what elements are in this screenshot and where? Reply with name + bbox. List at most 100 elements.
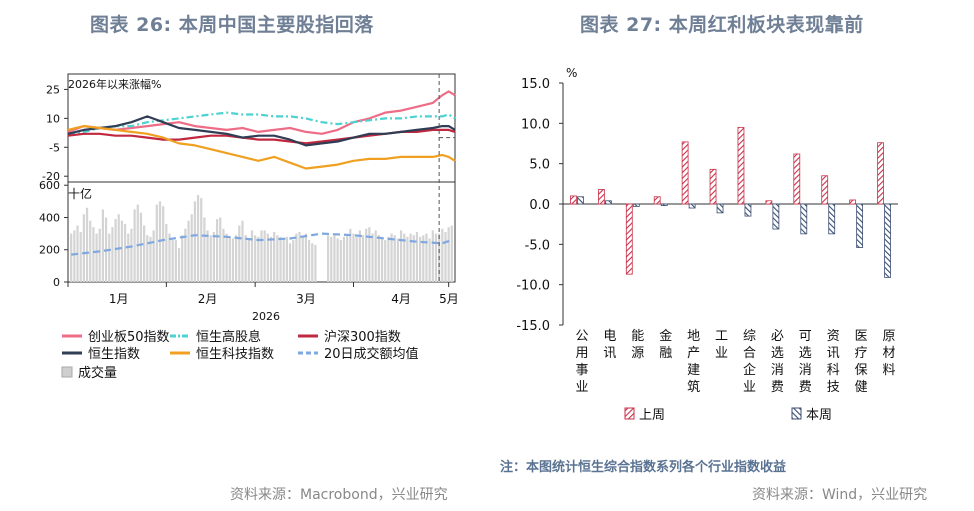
left-bar-ytick-label: 200 [39, 244, 60, 257]
right-category-label: 综合企业 [743, 329, 756, 395]
left-volume-bar [447, 227, 450, 282]
left-volume-bar [371, 233, 374, 282]
left-volume-bar [342, 236, 346, 282]
left-volume-bar [165, 223, 168, 282]
left-volume-bar [184, 228, 187, 282]
left-bar-y-axis: 0 200 400 600 [39, 179, 68, 289]
left-volume-bar [114, 219, 117, 282]
left-volume-bar [200, 198, 203, 282]
left-volume-bar [418, 236, 422, 282]
left-volume-bar [336, 238, 339, 282]
right-ytick-label: 15.0 [521, 77, 550, 92]
left-volume-bar [260, 230, 263, 282]
left-line-y-axis: 25 10 -5 -20 [42, 83, 68, 183]
left-volume-bar [73, 230, 76, 282]
left-volume-bar [133, 209, 136, 282]
left-volume-bar [355, 236, 358, 282]
left-figure-title: 图表 26: 本周中国主要股指回落 [90, 14, 374, 36]
left-volume-bar [171, 240, 174, 282]
left-volume-bar [301, 236, 304, 282]
left-volume-bar [425, 233, 428, 282]
right-unit-label: % [566, 66, 577, 80]
right-bar-this-week [744, 203, 752, 217]
left-series-line-3 [67, 115, 456, 147]
right-bar-last-week [737, 126, 745, 205]
right-bar-this-week [800, 203, 808, 235]
right-category-label: 能源 [631, 329, 644, 361]
right-bar-last-week [793, 153, 801, 205]
left-series-line-0 [67, 90, 456, 135]
left-volume-bar [85, 207, 89, 282]
left-x-month-label: 3月 [296, 292, 316, 306]
right-bar-last-week [681, 141, 689, 205]
right-bar-last-week [570, 195, 577, 205]
right-category-label: 电讯 [603, 329, 616, 361]
left-volume-bar [250, 230, 254, 282]
left-source: 资料来源：Macrobond，兴业研究 [230, 487, 448, 503]
right-bar-this-week [660, 203, 668, 207]
left-line-ytick-label: -20 [42, 170, 60, 183]
left-volume-bar [225, 233, 228, 282]
left-volume-bar [95, 233, 98, 282]
left-volume-bar [206, 230, 209, 282]
right-legend-label: 本周 [806, 408, 832, 423]
left-series-line-4 [67, 124, 456, 170]
right-legend-swatch [624, 407, 635, 420]
left-volume-bar [307, 240, 311, 282]
left-volume-bar [380, 236, 384, 282]
left-volume-bar [368, 227, 371, 282]
left-bar-ytick-label: 0 [53, 276, 60, 289]
right-note: 注：本图统计恒生综合指数系列各个行业指数收益 [500, 460, 787, 475]
left-volume-bar [162, 206, 165, 282]
left-volume-bar [387, 236, 390, 282]
right-category-label: 原材料 [883, 329, 896, 378]
right-category-label: 必选消费 [771, 329, 784, 395]
left-volume-bar [292, 240, 295, 282]
left-volume-bar [70, 233, 73, 282]
left-volume-bar [450, 225, 453, 282]
left-volume-bar [311, 243, 314, 282]
left-volume-bar [155, 204, 158, 282]
left-volume-bar [111, 227, 114, 282]
left-volume-bar [263, 230, 266, 282]
left-volume-bar [276, 235, 279, 282]
right-bar-this-week [856, 203, 864, 248]
left-volume-bar [177, 248, 181, 282]
left-volume-bar [139, 212, 143, 282]
left-volume-bar [193, 201, 196, 282]
right-bars [570, 126, 891, 278]
left-volume-bar [254, 235, 257, 282]
left-volume-bar [168, 233, 171, 282]
left-x-month-label: 2月 [198, 292, 218, 306]
right-category-label: 医疗保健 [855, 329, 868, 395]
left-avg-line-path [71, 232, 453, 256]
legend-label: 恒生指数 [88, 347, 140, 362]
left-x-axis: 1月 2月 3月 4月 5月 [67, 282, 459, 306]
left-volume-bar [219, 217, 222, 282]
left-bar-panel: 十亿 0 200 400 600 [39, 179, 456, 289]
right-bar-this-week [716, 203, 724, 214]
left-line-ytick-label: 10 [46, 112, 60, 125]
left-volume-bar [314, 244, 317, 282]
left-volume-bar [203, 217, 206, 282]
left-volume-bar [333, 233, 336, 282]
left-volume-bar [444, 232, 447, 282]
left-volume-bar [92, 227, 95, 282]
left-volume-bar [235, 235, 238, 282]
right-category-label: 工业 [715, 329, 728, 361]
right-ytick-label: 0.0 [529, 198, 550, 213]
left-volume-bar [406, 236, 409, 282]
left-volume-bar [123, 223, 127, 282]
left-x-month-label: 1月 [109, 292, 129, 306]
left-volume-bar [241, 220, 244, 282]
left-volume-bar [212, 232, 216, 282]
legend-label: 沪深300指数 [324, 329, 401, 345]
left-volume-bar [396, 238, 400, 282]
right-ytick-label: -5.0 [525, 238, 550, 253]
left-volume-bar [209, 235, 212, 282]
left-volume-bar [152, 230, 155, 282]
left-volume-bar [288, 243, 292, 282]
left-volume-bar [412, 235, 415, 282]
right-bar-this-week [688, 203, 696, 209]
